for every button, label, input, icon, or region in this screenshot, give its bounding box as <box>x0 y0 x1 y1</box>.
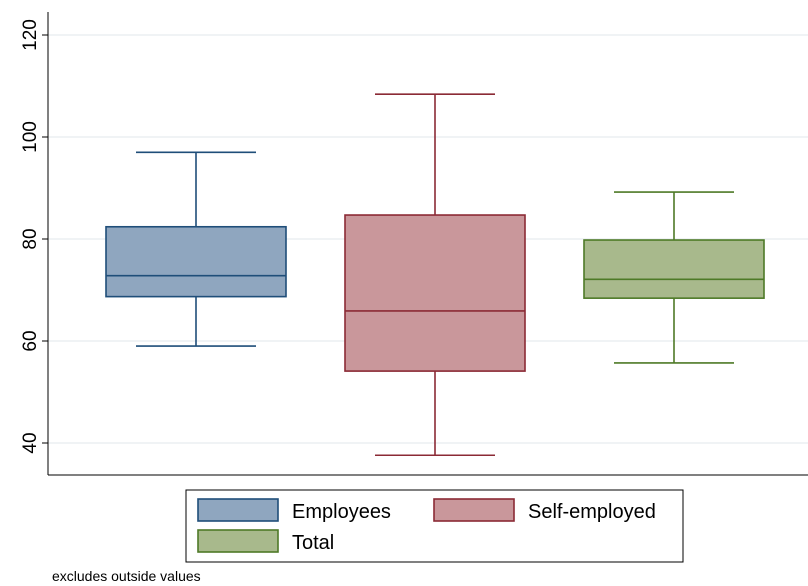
boxes <box>105 93 765 457</box>
iqr-box <box>344 214 526 372</box>
box-employees <box>105 151 287 347</box>
iqr-box <box>583 239 765 299</box>
legend-label: Employees <box>292 501 391 523</box>
y-tick-label: 100 <box>20 121 41 153</box>
legend: Employees Self-employed Total <box>185 489 684 563</box>
y-tick-label: 60 <box>20 330 41 351</box>
legend-label: Total <box>292 532 334 554</box>
legend-key <box>197 498 279 522</box>
y-tick-label: 40 <box>20 432 41 453</box>
footnote: excludes outside values <box>52 568 201 584</box>
box-total <box>583 191 765 364</box>
iqr-box <box>105 225 287 298</box>
y-tick-label: 80 <box>20 228 41 249</box>
legend-key <box>197 529 279 553</box>
box-self-employed <box>344 93 526 457</box>
y-tick-label: 120 <box>20 19 41 51</box>
legend-key <box>433 498 515 522</box>
y-axis: 40 60 80 100 120 <box>20 12 808 476</box>
legend-label: Self-employed <box>528 501 656 523</box>
